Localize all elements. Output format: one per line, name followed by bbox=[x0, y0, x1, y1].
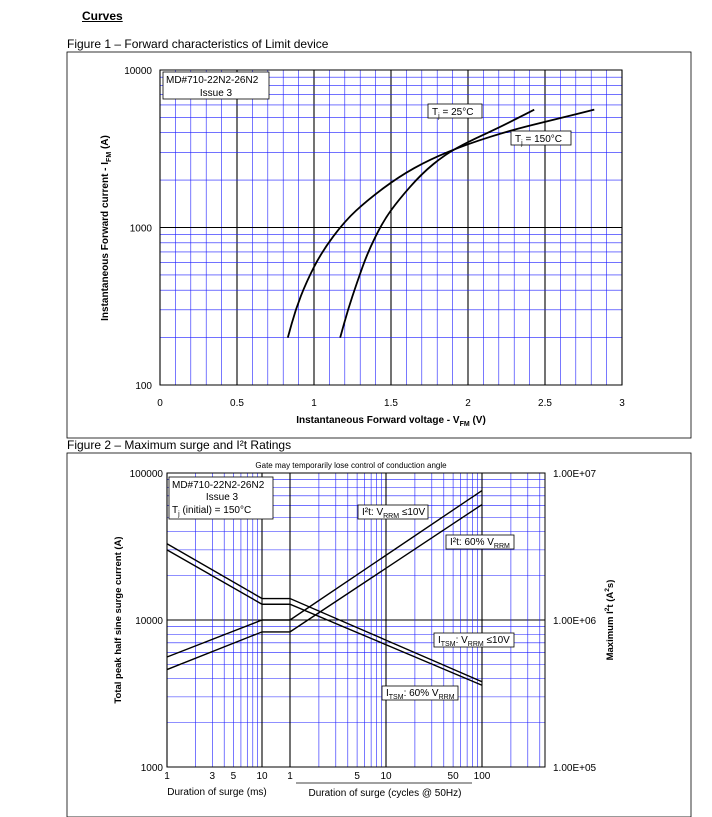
figure-1-y-tick-label: 10000 bbox=[124, 66, 152, 77]
figure-1-x-tick-label: 1 bbox=[311, 398, 317, 409]
figure-1-x-tick-label: 1.5 bbox=[384, 398, 398, 409]
figure-2-info-box bbox=[168, 476, 274, 520]
figure-1-frame bbox=[66, 51, 692, 439]
figure-1-series-0-line bbox=[339, 108, 535, 338]
figure-2-series-2-line bbox=[166, 543, 483, 683]
figure-1-series-1-label: Tj​ = 150°C bbox=[515, 134, 562, 147]
figure-2-series-1-line bbox=[166, 503, 483, 671]
figure-2-series-0-line bbox=[166, 489, 483, 658]
figure-2-caption: Figure 2 – Maximum surge and I²t Ratings bbox=[67, 438, 292, 452]
figure-1-series-0-label: Tj​ = 25°C bbox=[432, 107, 473, 120]
figure-2-series-0-label: I²t: VRRM​ ≤10V bbox=[362, 507, 425, 520]
figure-2-x-tick-label-cycles: 5 bbox=[354, 771, 360, 782]
figure-2-x-tick-label-ms: 1 bbox=[164, 771, 170, 782]
figure-2-x-tick-label-cycles: 100 bbox=[474, 771, 491, 782]
figure-2-x-axis-label-cycles: Duration of surge (cycles @ 50Hz) bbox=[309, 788, 462, 799]
figure-2-condition: Tj​ (initial) = 150°C bbox=[172, 505, 251, 518]
figure-1-series-1-line bbox=[286, 108, 595, 338]
figure-1-part-number: MD#710-22N2-26N2 bbox=[166, 75, 259, 86]
figure-1-y-tick-label: 100 bbox=[135, 381, 152, 392]
figure-2-y-tick-label-left: 100000 bbox=[130, 469, 164, 480]
figure-1-x-axis-label: Instantaneous Forward voltage - VFM​ (V) bbox=[296, 415, 486, 428]
figure-2-issue: Issue 3 bbox=[206, 492, 239, 503]
figure-2-x-tick-label-ms: 3 bbox=[210, 771, 216, 782]
figure-2-y-tick-label-right: 1.00E+05 bbox=[553, 763, 597, 774]
figure-1-grid bbox=[159, 69, 623, 386]
figure-2-label-box bbox=[381, 685, 459, 701]
figure-2-x-tick-label-ms: 5 bbox=[231, 771, 237, 782]
figure-2-label-box bbox=[433, 632, 515, 648]
figure-1-x-tick-label: 2.5 bbox=[538, 398, 552, 409]
figure-2-plot-border bbox=[166, 472, 546, 768]
figure-2-series-1-label: I²t: 60% VRRM​ bbox=[450, 537, 510, 550]
figure-1-issue: Issue 3 bbox=[200, 88, 233, 99]
figure-1-label-box bbox=[427, 103, 483, 119]
figure-2-part-number: MD#710-22N2-26N2 bbox=[172, 480, 265, 491]
figure-2-y-tick-label-right: 1.00E+06 bbox=[553, 616, 597, 627]
figure-1-series bbox=[286, 108, 595, 338]
figure-2-y-axis-label-right: Maximum I2​t (A2​s) bbox=[604, 580, 616, 661]
figure-1-x-tick-label: 3 bbox=[619, 398, 625, 409]
figure-2-label-box bbox=[357, 504, 429, 520]
figure-2-y-tick-label-left: 1000 bbox=[141, 763, 164, 774]
section-title: Curves bbox=[82, 9, 123, 23]
figure-2-x-tick-label-cycles: 10 bbox=[380, 771, 392, 782]
figure-2-x-axis-label-ms: Duration of surge (ms) bbox=[167, 787, 266, 798]
figure-1-x-tick-label: 2 bbox=[465, 398, 471, 409]
figure-1-info-box bbox=[162, 71, 270, 100]
figure-2-frame bbox=[66, 452, 692, 817]
figure-2-series bbox=[166, 489, 483, 686]
figure-2-note: Gate may temporarily lose control of con… bbox=[255, 461, 447, 470]
figure-2-series-3-line bbox=[166, 549, 483, 686]
figure-1-x-tick-label: 0.5 bbox=[230, 398, 244, 409]
figure-2-series-3-label: ITSM​: 60% VRRM​ bbox=[386, 688, 455, 701]
figure-2-x-tick-label-cycles: 50 bbox=[448, 771, 460, 782]
figure-1-y-tick-label: 1000 bbox=[130, 224, 153, 235]
figure-2-y-tick-label-right: 1.00E+07 bbox=[553, 469, 597, 480]
figure-2-x-tick-label-ms: 10 bbox=[256, 771, 268, 782]
figure-1-label-box bbox=[510, 130, 572, 146]
figure-2-y-axis-label-left: Total peak half sine surge current (A) bbox=[113, 536, 124, 703]
figure-2-label-box bbox=[445, 534, 515, 550]
figure-1-chart: 0 0.5 1 1.5 2 2.5 3 100 1000 10000 Instantaneous F… bbox=[66, 51, 692, 439]
figure-2-series-2-label: ITSM​: VRRM​ ≤10V bbox=[438, 635, 510, 648]
figure-1-plot-border bbox=[159, 69, 623, 386]
figure-2-y-tick-label-left: 10000 bbox=[135, 616, 163, 627]
figure-1-caption: Figure 1 – Forward characteristics of Li… bbox=[67, 37, 329, 51]
figure-1-y-axis-label: Instantaneous Forward current - IFM​ (A) bbox=[100, 135, 113, 321]
figure-1-x-tick-label: 0 bbox=[157, 398, 163, 409]
figure-2-x-tick-label-cycles: 1 bbox=[287, 771, 293, 782]
